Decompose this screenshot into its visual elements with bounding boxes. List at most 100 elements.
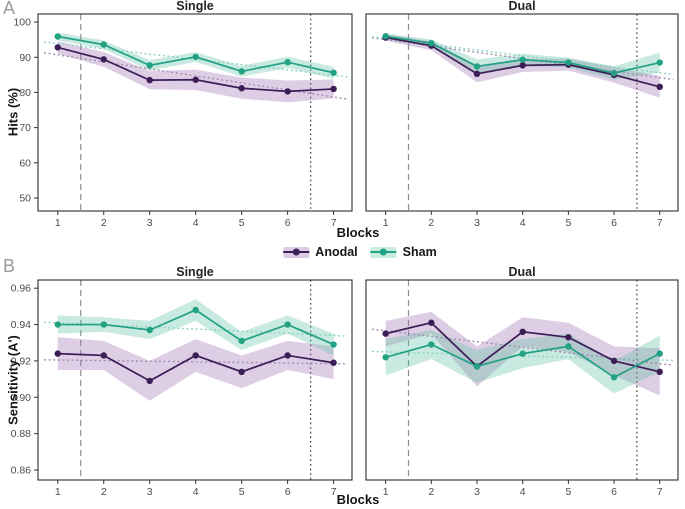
x-tick-label: 7	[657, 217, 663, 229]
y-tick-label: 0.96	[11, 283, 32, 295]
point-anodal-block-4	[192, 76, 199, 83]
point-sham-block-6	[284, 321, 291, 328]
point-sham-block-5	[238, 337, 245, 345]
point-anodal-block-4	[519, 62, 526, 69]
point-sham-block-7	[656, 59, 663, 66]
subplot-a-dual: 1 2 3 4 5 6 7	[365, 13, 679, 229]
panel-border	[37, 279, 353, 481]
point-sham-block-1	[382, 354, 389, 361]
x-tick-label: 1	[383, 217, 389, 229]
legend-item-anodal: Anodal	[283, 245, 358, 259]
y-tick-label: 0.92	[11, 355, 32, 367]
subplot-title-b-dual: Dual	[508, 265, 536, 279]
y-tick-label: 0.86	[11, 465, 32, 477]
sham-key-icon	[370, 246, 397, 258]
point-anodal-block-7	[330, 359, 337, 366]
point-anodal-block-3	[146, 377, 153, 385]
point-sham-block-7	[656, 350, 663, 357]
ribbon-sham	[385, 330, 660, 394]
point-anodal-block-7	[330, 85, 337, 93]
point-sham-block-1	[382, 32, 389, 40]
point-anodal-block-4	[519, 328, 526, 336]
x-tick-label: 2	[101, 486, 107, 498]
ribbon-anodal	[57, 337, 334, 401]
subplot-title-b-single: Single	[176, 265, 214, 279]
subplot-b-dual: 1 2 3 4 5 6 7	[365, 279, 679, 498]
point-anodal-block-2	[428, 319, 435, 326]
point-anodal-block-3	[146, 76, 153, 84]
x-tick-label: 4	[193, 486, 199, 498]
x-tick-label: 5	[239, 486, 245, 498]
panel-a-label: A	[3, 0, 16, 18]
ribbon-anodal	[385, 311, 660, 396]
point-anodal-block-6	[284, 88, 291, 95]
subplot-title-a-dual: Dual	[508, 0, 536, 13]
y-tick-label: 0.88	[11, 428, 32, 440]
point-anodal-block-5	[565, 334, 572, 341]
x-tick-label: 3	[147, 217, 153, 229]
x-tick-label: 1	[383, 486, 389, 498]
point-sham-block-6	[284, 58, 291, 66]
x-tick-label: 6	[611, 486, 617, 498]
y-tick-label: 60	[19, 157, 31, 169]
point-sham-block-7	[330, 341, 337, 348]
panel-border	[365, 279, 679, 481]
x-tick-label: 5	[239, 217, 245, 229]
point-anodal-block-4	[192, 352, 199, 359]
y-tick-label: 0.94	[11, 319, 32, 331]
trend-anodal	[371, 328, 674, 366]
point-sham-block-6	[610, 69, 618, 77]
x-tick-label: 3	[474, 486, 480, 498]
legend-item-sham: Sham	[370, 245, 437, 259]
point-anodal-block-6	[284, 352, 291, 359]
point-sham-block-3	[146, 62, 153, 69]
y-tick-label: 50	[19, 192, 31, 204]
point-sham-block-2	[428, 39, 435, 47]
x-tick-label: 2	[428, 217, 434, 229]
trend-sham	[371, 36, 674, 76]
point-anodal-block-2	[100, 352, 107, 359]
panel-border	[365, 13, 679, 212]
y-tick-label: 80	[19, 87, 31, 99]
x-tick-label: 4	[520, 217, 526, 229]
point-sham-block-4	[192, 53, 199, 61]
y-axis-label-sensitivity: Sensitivity (A')	[5, 335, 21, 425]
legend: Anodal Sham	[283, 245, 437, 259]
legend-label-sham: Sham	[402, 245, 437, 259]
x-tick-label: 2	[101, 217, 107, 229]
point-sham-block-7	[330, 69, 337, 76]
x-tick-label: 6	[285, 486, 291, 498]
point-sham-block-3	[146, 326, 153, 334]
point-sham-block-1	[54, 321, 61, 328]
panel-border	[37, 13, 353, 212]
x-tick-label: 1	[55, 217, 61, 229]
point-sham-block-2	[100, 41, 107, 48]
point-sham-block-5	[565, 343, 572, 350]
trend-anodal	[43, 52, 348, 100]
x-tick-label: 5	[565, 486, 571, 498]
point-anodal-block-7	[656, 368, 663, 376]
x-tick-label: 6	[285, 217, 291, 229]
point-anodal-block-1	[382, 330, 389, 337]
point-sham-block-4	[192, 306, 199, 314]
x-tick-label: 7	[331, 217, 337, 229]
point-sham-block-5	[565, 59, 572, 66]
y-axis-label-hits: Hits (%)	[5, 87, 21, 137]
point-anodal-block-2	[100, 56, 107, 63]
point-sham-block-4	[519, 56, 526, 63]
legend-label-anodal: Anodal	[315, 245, 358, 259]
x-tick-label: 3	[474, 217, 480, 229]
point-sham-block-5	[238, 68, 245, 75]
x-tick-label: 4	[193, 217, 199, 229]
ribbon-sham	[57, 299, 334, 356]
subplot-title-a-single: Single	[176, 0, 214, 13]
point-anodal-block-7	[656, 83, 663, 91]
point-sham-block-4	[519, 350, 526, 357]
x-tick-label: 6	[611, 217, 617, 229]
y-tick-label: 0.90	[11, 392, 32, 404]
point-anodal-block-6	[610, 357, 618, 365]
point-anodal-block-1	[54, 350, 61, 357]
x-tick-label: 2	[428, 486, 434, 498]
